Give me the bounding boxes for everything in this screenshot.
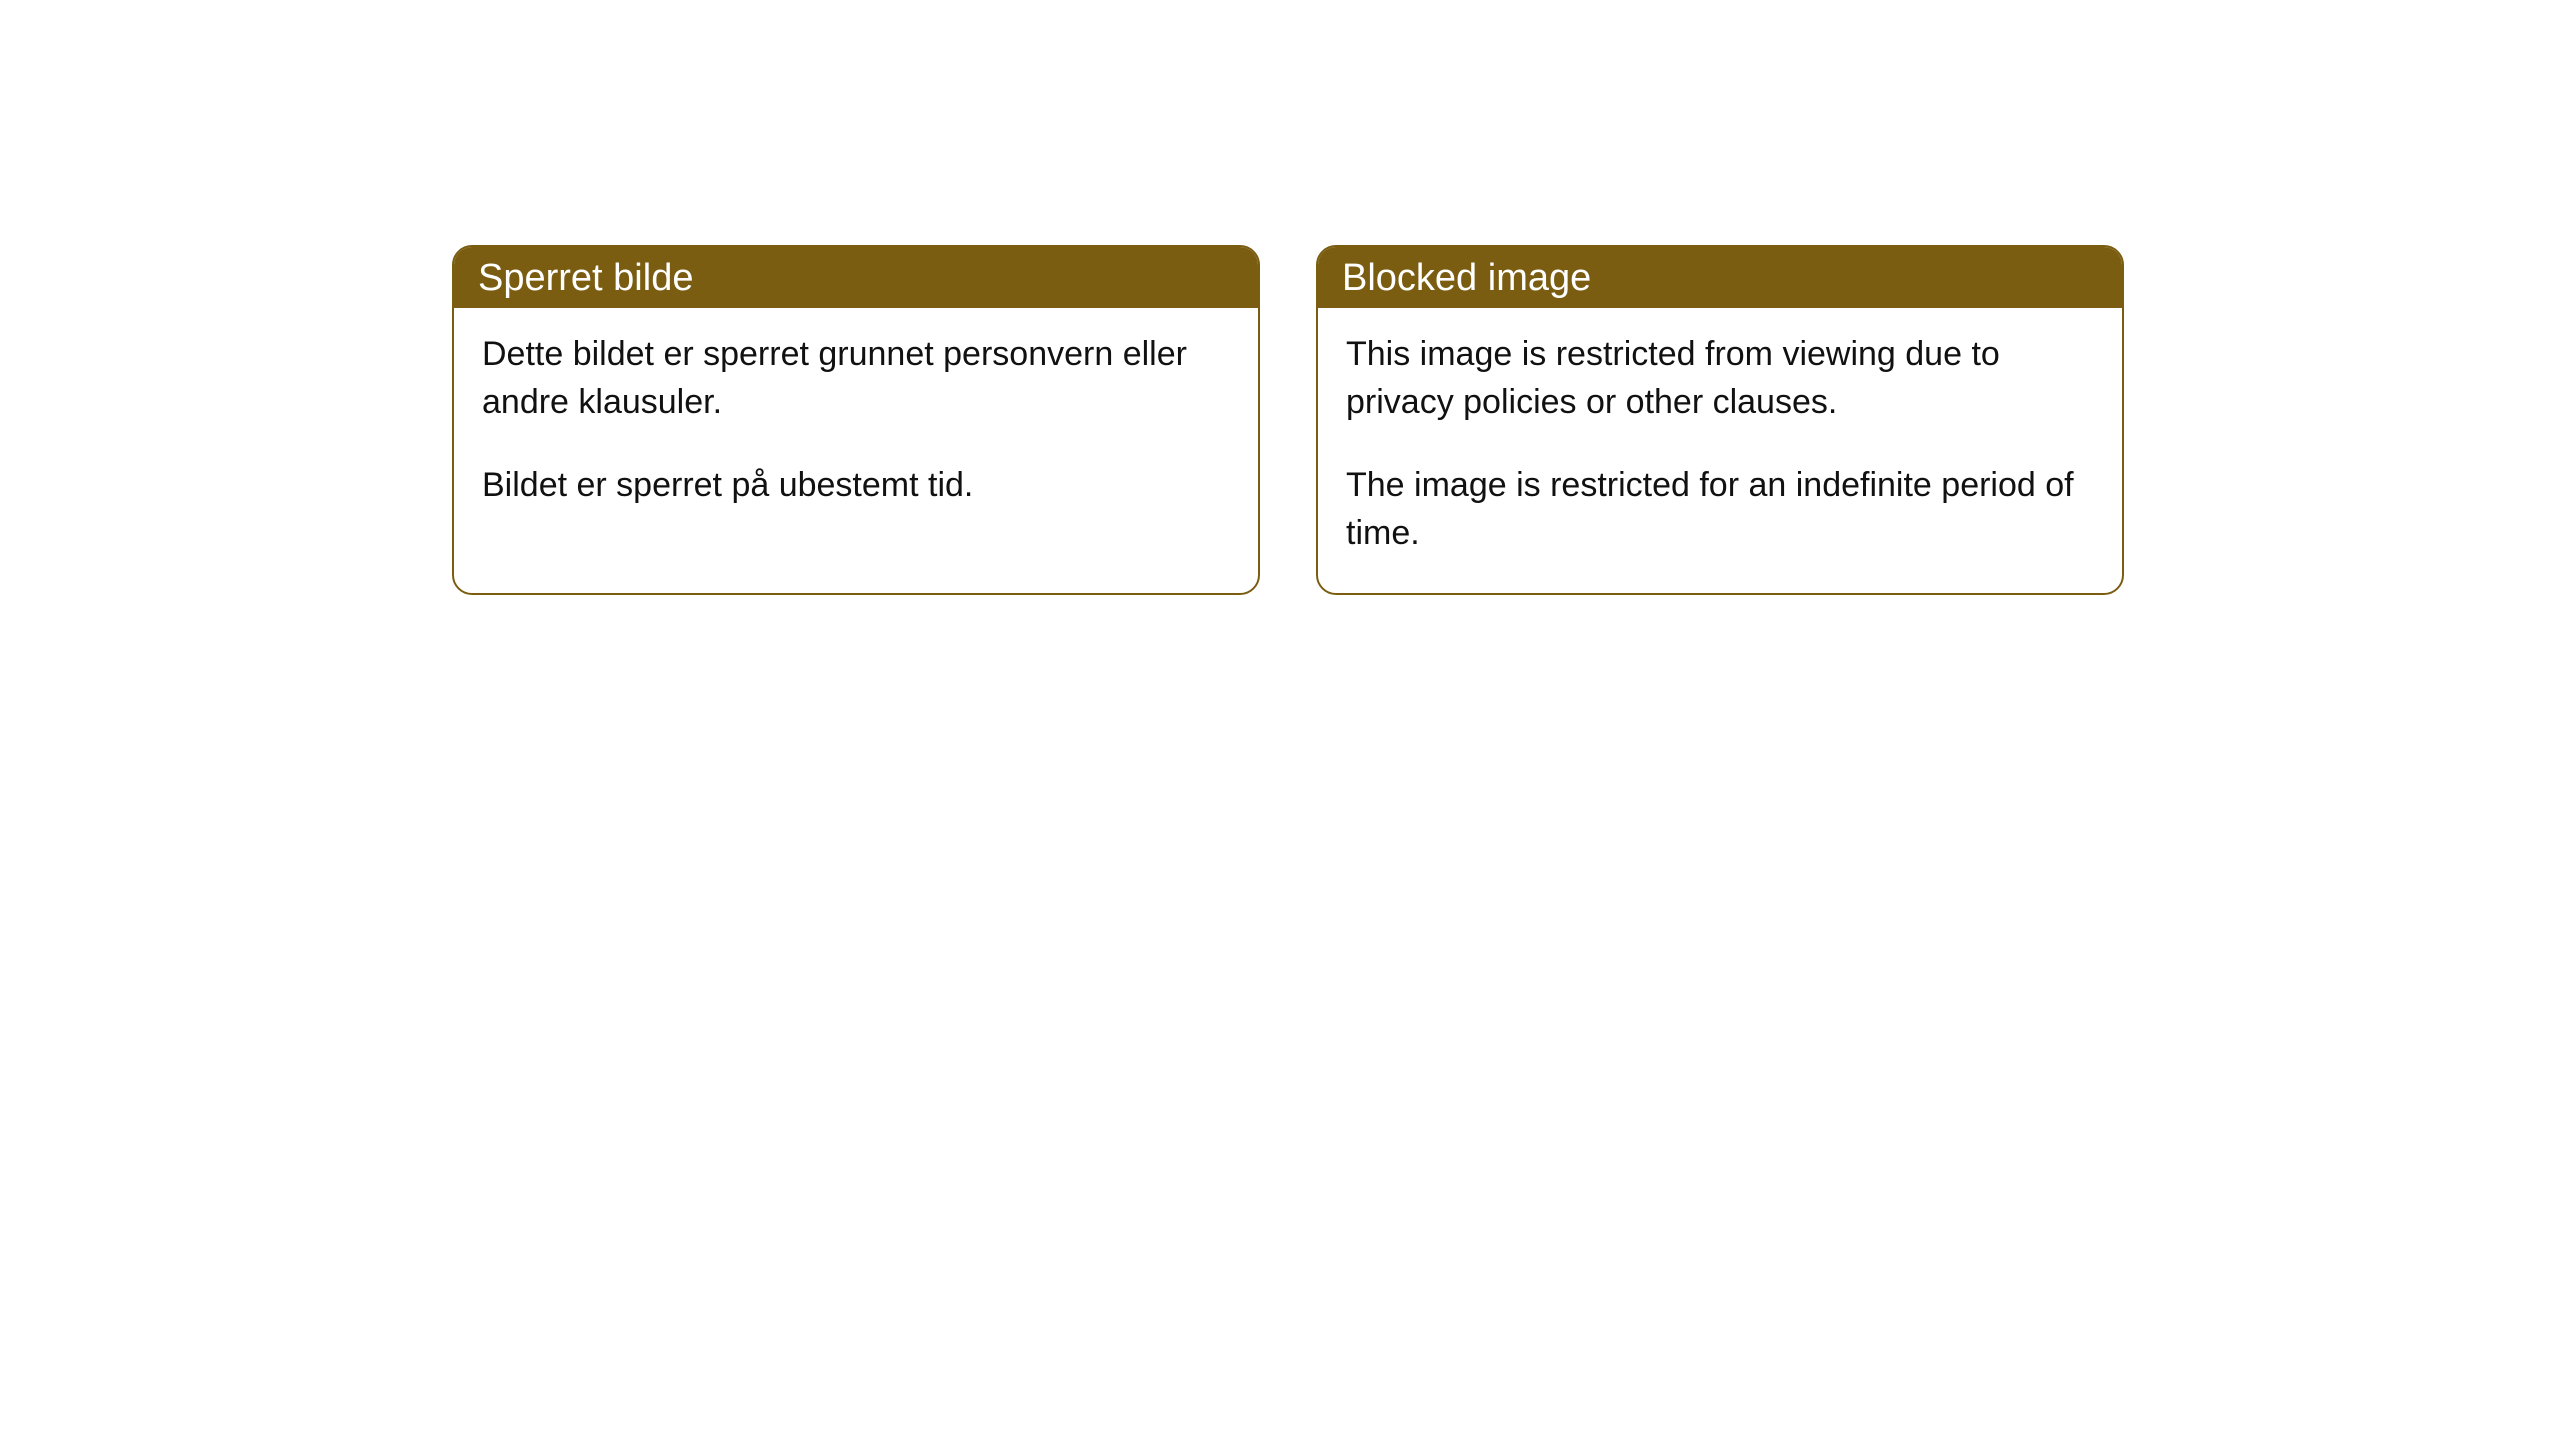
card-paragraph: This image is restricted from viewing du… xyxy=(1346,330,2094,427)
card-header: Blocked image xyxy=(1318,247,2122,308)
card-header: Sperret bilde xyxy=(454,247,1258,308)
card-paragraph: Bildet er sperret på ubestemt tid. xyxy=(482,461,1230,509)
card-body: Dette bildet er sperret grunnet personve… xyxy=(454,308,1258,545)
card-title: Sperret bilde xyxy=(478,257,693,299)
notice-card-norwegian: Sperret bilde Dette bildet er sperret gr… xyxy=(452,245,1260,595)
card-body: This image is restricted from viewing du… xyxy=(1318,308,2122,593)
notice-card-english: Blocked image This image is restricted f… xyxy=(1316,245,2124,595)
card-paragraph: The image is restricted for an indefinit… xyxy=(1346,461,2094,558)
notice-container: Sperret bilde Dette bildet er sperret gr… xyxy=(452,245,2560,595)
card-paragraph: Dette bildet er sperret grunnet personve… xyxy=(482,330,1230,427)
card-title: Blocked image xyxy=(1342,257,1591,299)
